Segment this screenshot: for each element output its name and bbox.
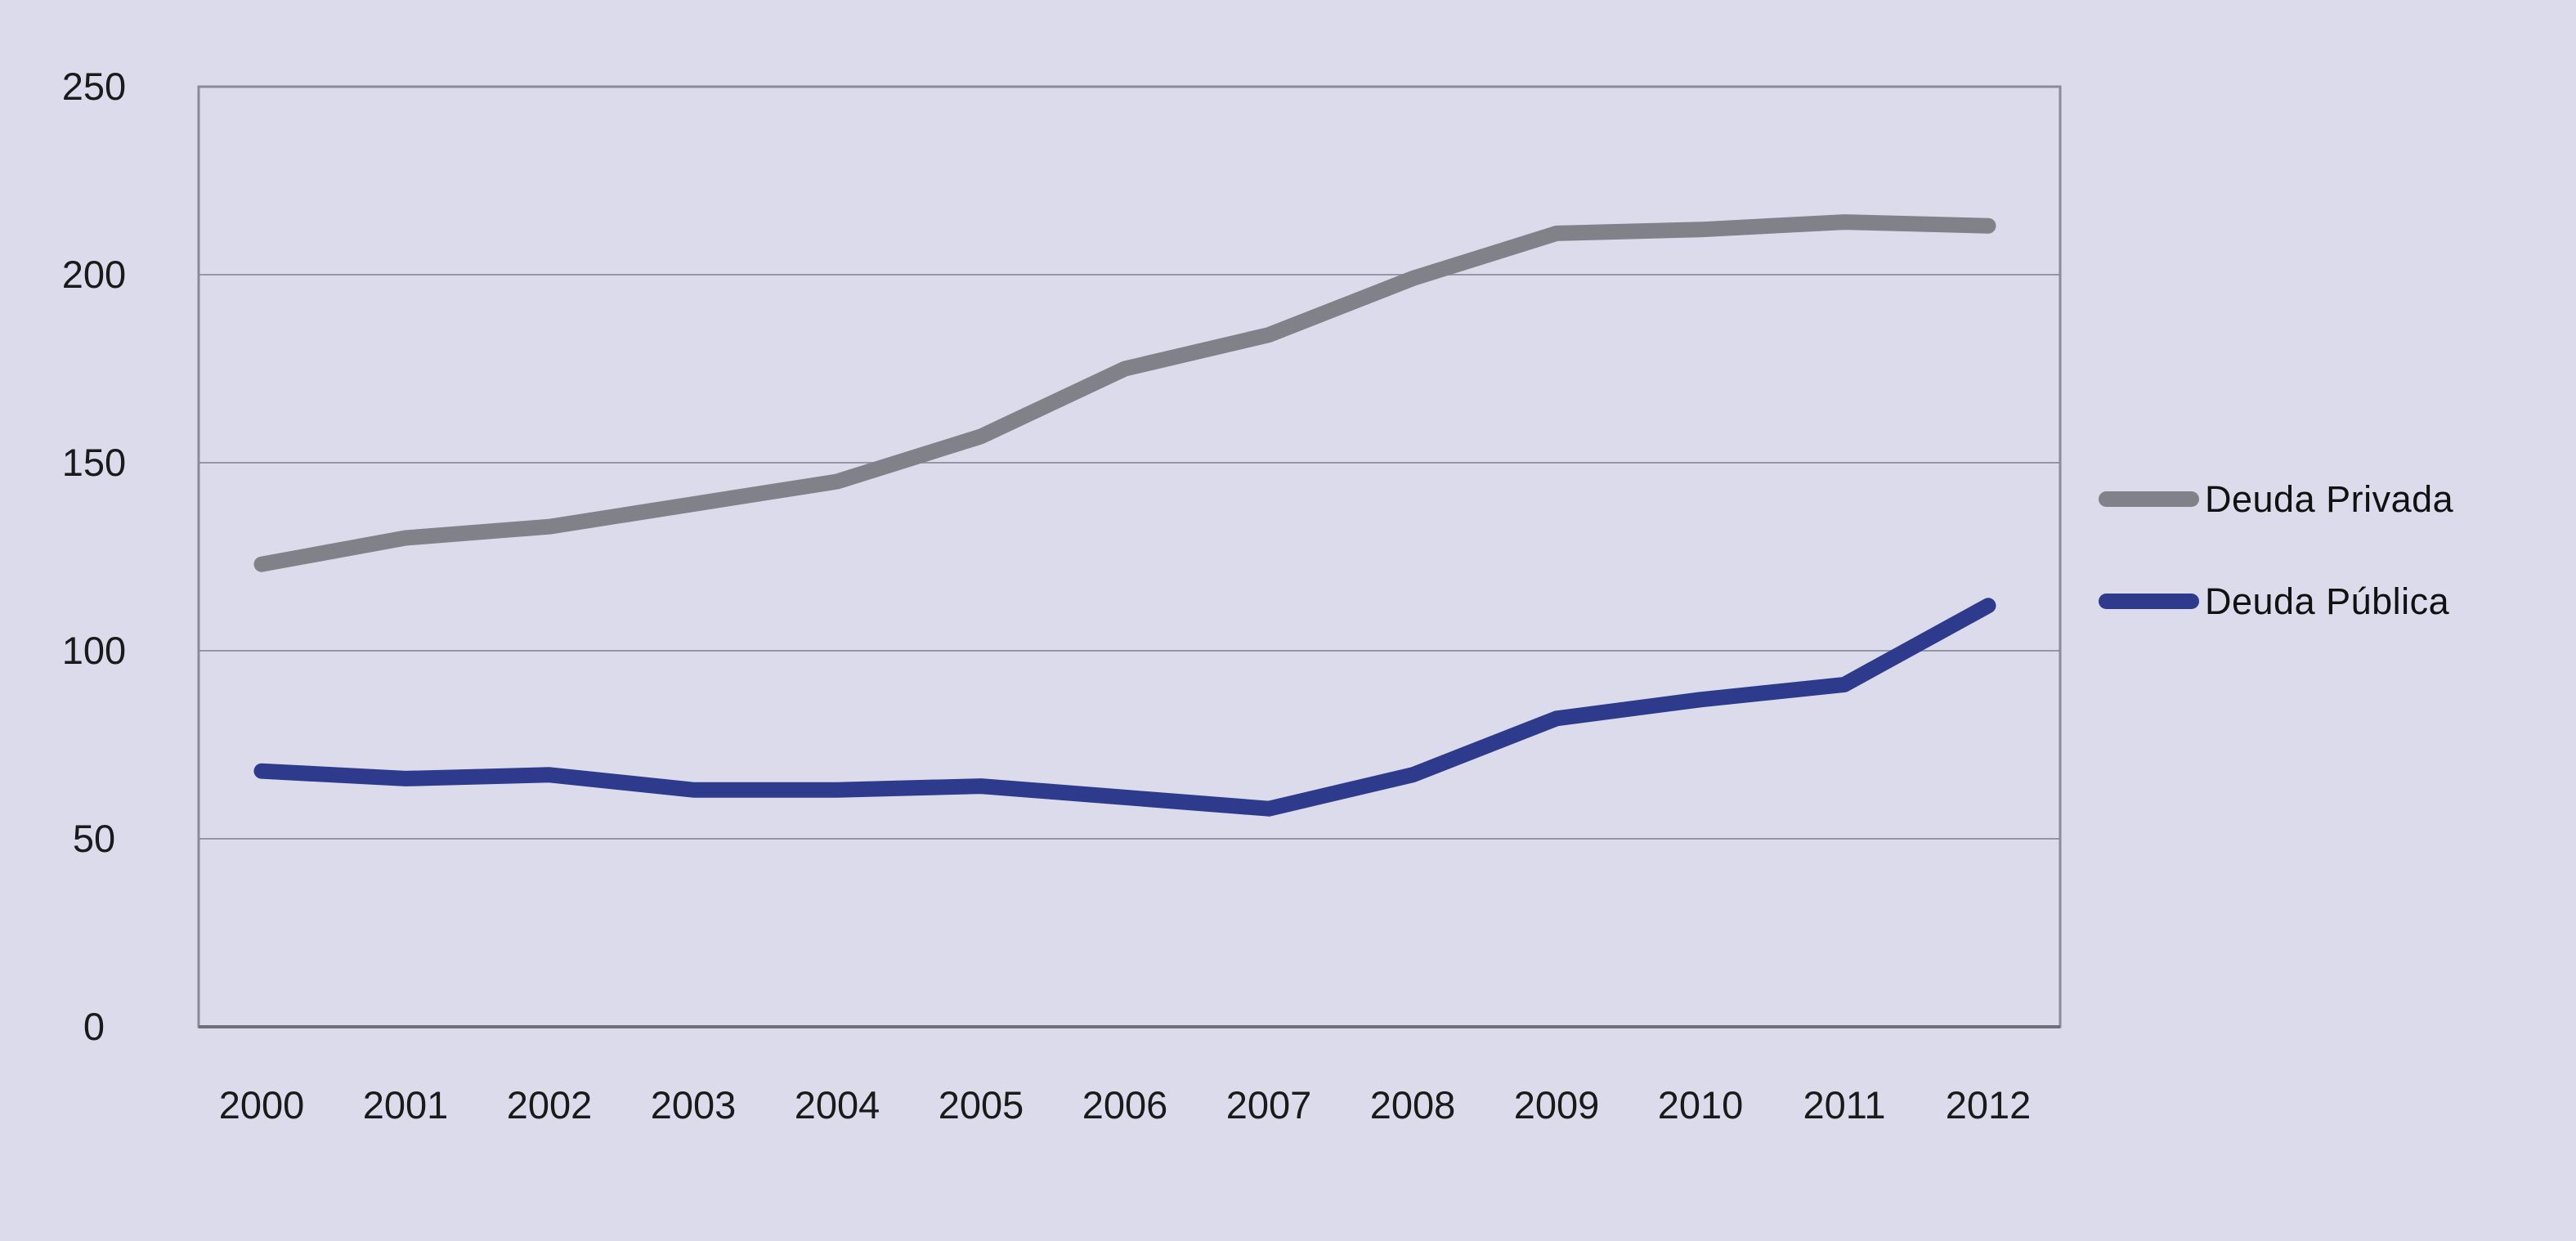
x-axis-tick-label: 2007 [1226,1083,1312,1127]
y-axis-tick-label: 150 [62,441,126,484]
x-axis-tick-label: 2011 [1803,1083,1885,1127]
y-axis-tick-label: 200 [62,253,126,296]
legend: Deuda Privada Deuda Pública [2099,478,2453,622]
legend-swatch-deuda-privada [2099,491,2199,507]
legend-label-deuda-privada: Deuda Privada [2205,477,2454,520]
legend-item-deuda-privada: Deuda Privada [2099,478,2453,520]
x-axis-tick-label: 2010 [1658,1083,1744,1127]
legend-label-deuda-publica: Deuda Pública [2205,580,2450,622]
series-line-deuda-privada [253,214,1996,572]
legend-swatch-deuda-publica [2099,594,2199,609]
x-axis-tick-label: 2012 [1946,1083,2032,1127]
x-axis-tick-label: 2002 [507,1083,593,1127]
x-axis-tick-label: 2000 [219,1083,305,1127]
x-axis-tick-label: 2001 [363,1083,449,1127]
y-axis-tick-label: 100 [62,629,126,672]
y-axis-tick-label: 0 [83,1005,105,1048]
legend-item-deuda-publica: Deuda Pública [2099,580,2453,622]
y-axis-tick-label: 50 [73,817,115,860]
x-axis-tick-label: 2005 [939,1083,1024,1127]
x-axis-tick-label: 2009 [1514,1083,1600,1127]
series-line-deuda-publica [253,598,1996,817]
y-axis-tick-label: 250 [62,65,126,108]
x-axis-tick-label: 2008 [1370,1083,1456,1127]
x-axis-tick-label: 2003 [651,1083,737,1127]
x-axis-tick-label: 2004 [795,1083,880,1127]
x-axis-tick-label: 2006 [1082,1083,1168,1127]
